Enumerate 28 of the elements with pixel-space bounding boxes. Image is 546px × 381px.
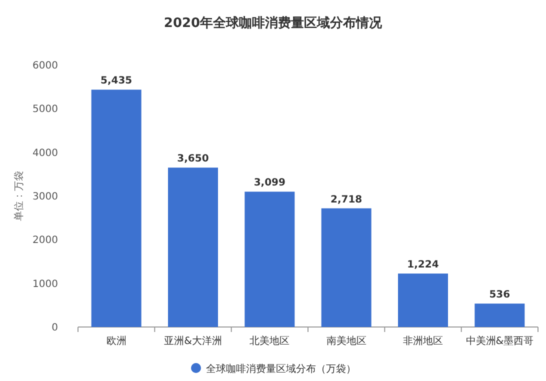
- data-label: 536: [489, 290, 510, 301]
- data-label: 3,099: [254, 178, 286, 189]
- legend: 全球咖啡消费量区域分布（万袋）: [191, 363, 356, 375]
- bar: [91, 90, 142, 327]
- x-tick-label: 亚洲&大洋洲: [164, 335, 222, 347]
- bar: [321, 208, 372, 327]
- y-tick-label: 2000: [32, 235, 58, 246]
- x-tick-label: 欧洲: [106, 335, 126, 347]
- y-tick-label: 5000: [32, 104, 58, 116]
- x-tick-label: 非洲地区: [403, 335, 443, 347]
- chart-title: 2020年全球咖啡消费量区域分布情况: [164, 15, 384, 31]
- y-tick-label: 1000: [32, 278, 58, 290]
- y-axis-title: 单位：万袋: [13, 171, 25, 221]
- x-tick-label: 中美洲&墨西哥: [466, 335, 534, 347]
- y-tick-label: 0: [52, 322, 58, 334]
- data-label: 1,224: [407, 260, 439, 271]
- x-tick-label: 南美地区: [326, 335, 366, 347]
- bar: [474, 304, 525, 327]
- data-label: 2,718: [330, 194, 362, 206]
- y-tick-label: 4000: [32, 148, 58, 159]
- bar: [398, 274, 448, 327]
- data-label: 3,650: [177, 154, 209, 165]
- y-tick-label: 3000: [32, 192, 58, 202]
- bar: [244, 192, 295, 327]
- bar: [168, 168, 218, 327]
- data-label: 5,435: [100, 76, 132, 87]
- x-tick-label: 北美地区: [250, 335, 290, 347]
- y-tick-label: 6000: [32, 60, 58, 72]
